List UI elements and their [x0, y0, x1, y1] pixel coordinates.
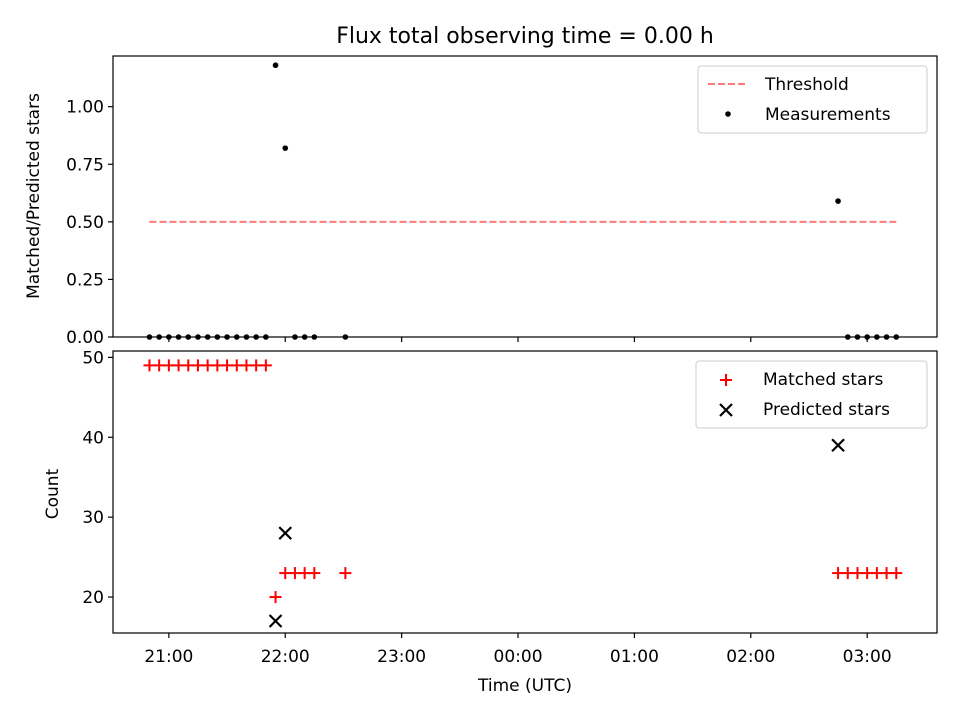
x-tick-label: 23:00 [377, 647, 426, 667]
top-panel: 0.00 0.25 0.50 0.75 1.00 Matched/Predicted s… [24, 55, 938, 348]
matched-star-point [269, 591, 282, 604]
predicted-legend-swatch [719, 403, 733, 417]
measurement-point [835, 198, 841, 204]
chart-title: Flux total observing time = 0.00 h [336, 24, 714, 49]
x-tick-label: 22:00 [261, 647, 310, 667]
x-tick-label: 02:00 [726, 647, 775, 667]
matched-star-point [339, 567, 352, 580]
top-y-axis-label: Matched/Predicted stars [24, 93, 44, 299]
y-tick-label: 40 [82, 428, 104, 448]
bottom-plot-area [143, 359, 903, 628]
bottom-legend-box [695, 360, 928, 429]
predicted-star-point [278, 526, 293, 540]
predicted-star-point [268, 614, 283, 628]
y-tick-label: 20 [82, 588, 104, 608]
predicted-legend-label: Predicted stars [763, 400, 890, 420]
matched-star-point [308, 567, 321, 580]
measurements-legend-label: Measurements [765, 105, 891, 125]
x-tick-label: 03:00 [843, 647, 892, 667]
x-tick-label: 00:00 [494, 647, 543, 667]
x-tick-label: 01:00 [610, 647, 659, 667]
bottom-y-axis-label: Count [43, 468, 63, 519]
top-y-ticks: 0.00 0.25 0.50 0.75 1.00 [66, 98, 113, 348]
y-tick-label: 0.25 [66, 270, 104, 290]
predicted-star-point [831, 438, 845, 453]
top-axes-frame [112, 55, 938, 338]
bottom-panel: 20 30 40 50 21:00 22:00 23:00 00:00 01:00 02:00 0… [43, 348, 938, 696]
y-tick-label: 50 [82, 348, 104, 368]
top-legend: Threshold Measurements [697, 65, 928, 134]
measurement-point [282, 145, 289, 151]
y-tick-label: 0.50 [66, 213, 104, 233]
x-axis-label: Time (UTC) [477, 676, 572, 696]
bottom-legend: Matched stars Predicted stars [695, 360, 928, 429]
threshold-legend-label: Threshold [764, 75, 849, 95]
top-x-ticks [168, 337, 868, 342]
measurement-point [272, 62, 279, 69]
x-tick-label: 21:00 [144, 647, 193, 667]
matched-legend-label: Matched stars [763, 370, 883, 390]
bottom-axes-frame [112, 350, 938, 634]
matched-legend-swatch [720, 374, 732, 386]
matched-star-point [890, 567, 903, 580]
y-tick-label: 0.00 [66, 328, 104, 348]
top-legend-box [697, 65, 928, 134]
bottom-y-ticks: 20 30 40 50 [82, 348, 113, 608]
bottom-x-ticks: 21:00 22:00 23:00 00:00 01:00 02:00 03:00 [144, 633, 892, 667]
matched-star-point [259, 359, 272, 372]
measurements-legend-swatch [725, 111, 731, 117]
y-tick-label: 0.75 [66, 155, 104, 175]
y-tick-label: 1.00 [66, 98, 104, 118]
y-tick-label: 30 [82, 508, 104, 528]
